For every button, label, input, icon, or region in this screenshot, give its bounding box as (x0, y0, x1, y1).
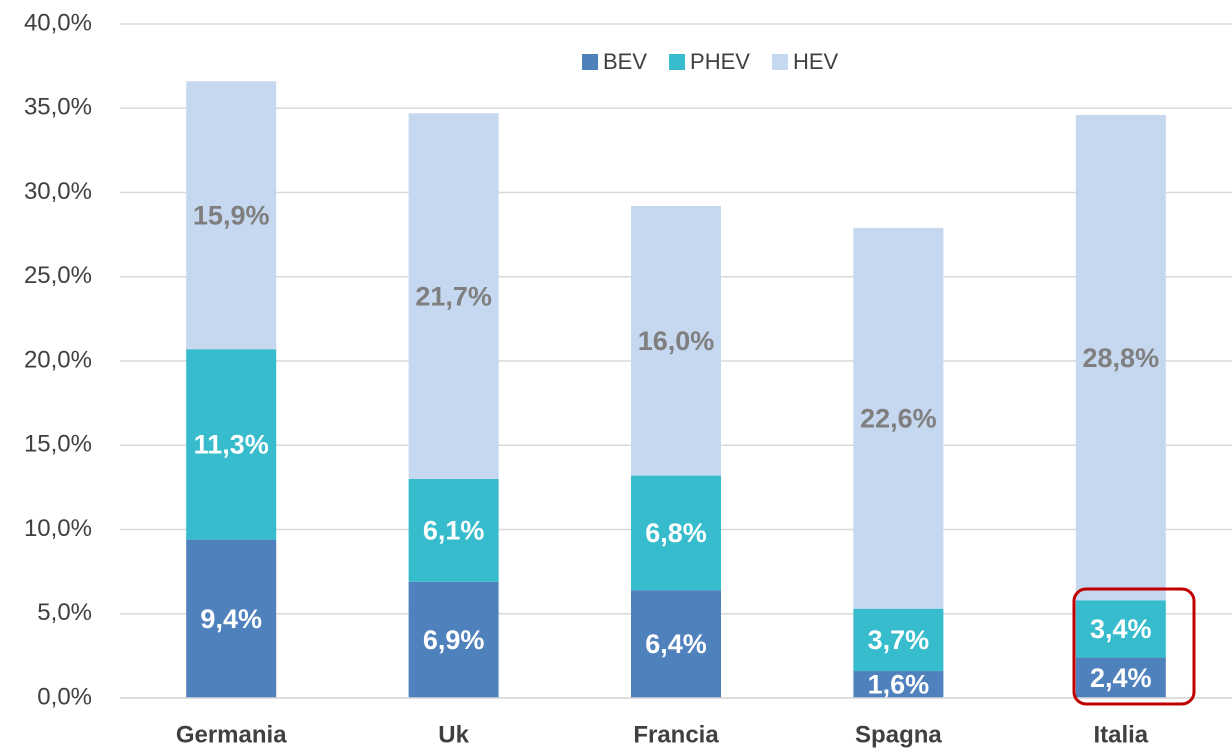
bar-segment (186, 349, 277, 540)
bar-segment (853, 608, 944, 672)
data-label: 16,0% (638, 326, 715, 356)
y-tick-label: 0,0% (37, 683, 92, 710)
legend-swatch (582, 54, 598, 70)
x-tick-label: Italia (1093, 721, 1148, 748)
y-tick-label: 25,0% (24, 262, 92, 289)
y-tick-label: 30,0% (24, 178, 92, 205)
bar-segment (631, 205, 721, 476)
bar-segment (186, 81, 277, 350)
data-label: 22,6% (860, 403, 937, 433)
legend-swatch (669, 54, 686, 70)
data-label: 21,7% (415, 281, 492, 311)
data-label: 6,1% (423, 515, 485, 545)
bar-segment (408, 581, 499, 698)
bar-segment (631, 475, 721, 591)
data-label: 6,4% (645, 629, 707, 659)
data-label: 1,6% (868, 670, 930, 700)
x-tick-label: Francia (633, 721, 719, 748)
data-label: 3,4% (1090, 614, 1152, 644)
y-tick-label: 20,0% (24, 346, 92, 373)
bar-segment (853, 671, 944, 698)
highlight (1072, 587, 1196, 706)
y-tick-label: 10,0% (24, 515, 92, 542)
bar-segment (408, 478, 499, 582)
y-tick-label: 35,0% (24, 94, 92, 121)
x-tick-label: Germania (176, 721, 287, 748)
bar-segment (1075, 114, 1166, 601)
bar-segment (1075, 657, 1166, 698)
legend-label: PHEV (690, 49, 750, 74)
data-label: 28,8% (1083, 343, 1160, 373)
data-label: 6,8% (645, 518, 707, 548)
bar-segment (408, 113, 499, 479)
legend-label: HEV (793, 49, 839, 74)
bar-segment (186, 539, 277, 698)
data-label: 11,3% (194, 430, 269, 460)
data-label: 2,4% (1090, 663, 1152, 693)
bar-segment (1075, 600, 1166, 658)
data-label: 6,9% (423, 625, 485, 655)
bar-segment (853, 227, 944, 609)
x-tick-label: Spagna (855, 721, 942, 748)
legend-swatch (771, 54, 788, 70)
bar-segment (631, 590, 721, 698)
data-label: 3,7% (868, 625, 930, 655)
y-tick-label: 40,0% (24, 9, 92, 36)
y-tick-label: 5,0% (37, 599, 92, 626)
data-label: 15,9% (193, 200, 270, 230)
data-label: 9,4% (200, 604, 262, 634)
x-tick-label: Uk (438, 721, 469, 748)
legend-label: BEV (603, 49, 647, 74)
y-tick-label: 15,0% (24, 431, 92, 458)
